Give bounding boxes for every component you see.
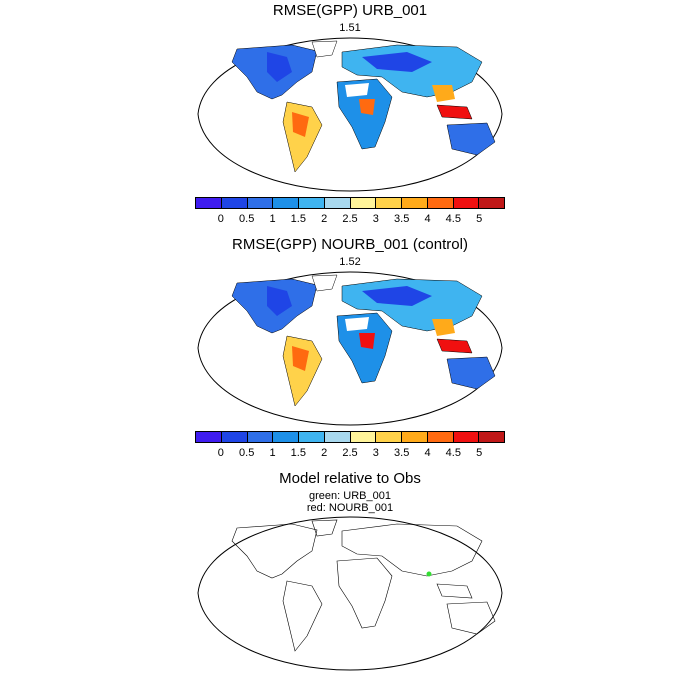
colorbar-swatch — [350, 198, 377, 208]
colorbar-swatch — [247, 432, 274, 442]
colorbar-swatch — [299, 432, 325, 442]
colorbar-swatch — [299, 198, 325, 208]
panel1-global-value: 1.51 — [339, 22, 361, 34]
colorbar-swatch — [273, 198, 299, 208]
colorbar-swatch — [376, 198, 402, 208]
colorbar-swatch — [324, 198, 351, 208]
colorbar-tick-label: 3.5 — [394, 213, 410, 225]
colorbar-swatch — [479, 432, 504, 442]
colorbar-tick-label: 1.5 — [290, 213, 306, 225]
panel3-legend-green: green: URB_001 — [309, 490, 391, 502]
colorbar-swatch — [247, 198, 274, 208]
colorbar-tick-label: 1 — [269, 213, 276, 225]
panel2-global-value: 1.52 — [339, 256, 361, 268]
colorbar-tick-label: 4.5 — [445, 213, 461, 225]
panel1-world-map — [197, 37, 503, 192]
colorbar-tick-label: 5 — [476, 213, 483, 225]
colorbar-tick-label: 1.5 — [290, 447, 306, 459]
map-svg — [197, 37, 503, 192]
colorbar-tick-label: 0.5 — [239, 213, 255, 225]
colorbar-swatch — [453, 198, 480, 208]
colorbar-tick-label: 5 — [476, 447, 483, 459]
colorbar-tick-label: 4 — [424, 447, 431, 459]
panel2-world-map — [197, 271, 503, 426]
colorbar-swatch — [479, 198, 504, 208]
colorbar-swatch — [427, 432, 454, 442]
colorbar-tick-label: 1 — [269, 447, 276, 459]
colorbar-tick-label: 2.5 — [342, 447, 358, 459]
colorbar-swatch — [273, 432, 299, 442]
colorbar-tick-label: 4.5 — [445, 447, 461, 459]
colorbar-swatch — [376, 432, 402, 442]
colorbar-swatch — [221, 198, 248, 208]
colorbar-swatch — [196, 432, 222, 442]
panel2-title: RMSE(GPP) NOURB_001 (control) — [232, 236, 468, 253]
colorbar-1 — [195, 197, 505, 209]
panel3-legend-red: red: NOURB_001 — [306, 502, 394, 514]
colorbar-swatch — [402, 432, 428, 442]
colorbar-tick-label: 2 — [321, 213, 328, 225]
panel3-title: Model relative to Obs — [279, 470, 421, 487]
colorbar-tick-label: 2 — [321, 447, 328, 459]
panel3-world-map — [197, 516, 503, 671]
green-marker — [426, 571, 432, 577]
colorbar-swatch — [453, 432, 480, 442]
map-svg — [197, 271, 503, 426]
colorbar-tick-label: 0 — [217, 447, 224, 459]
colorbar-tick-label: 0 — [217, 213, 224, 225]
colorbar-swatch — [350, 432, 377, 442]
colorbar-tick-label: 2.5 — [342, 213, 358, 225]
colorbar-tick-label: 4 — [424, 213, 431, 225]
map-svg — [197, 516, 503, 671]
colorbar-2 — [195, 431, 505, 443]
colorbar-swatch — [196, 198, 222, 208]
colorbar-1-labels: 0 0.5 1 1.5 2 2.5 3 3.5 4 4.5 5 — [195, 213, 505, 227]
colorbar-tick-label: 3 — [372, 447, 379, 459]
colorbar-tick-label: 3 — [372, 213, 379, 225]
colorbar-swatch — [324, 432, 351, 442]
colorbar-tick-label: 3.5 — [394, 447, 410, 459]
colorbar-swatch — [402, 198, 428, 208]
colorbar-swatch — [221, 432, 248, 442]
panel1-title: RMSE(GPP) URB_001 — [272, 2, 428, 19]
colorbar-2-labels: 0 0.5 1 1.5 2 2.5 3 3.5 4 4.5 5 — [195, 447, 505, 461]
colorbar-swatch — [427, 198, 454, 208]
colorbar-tick-label: 0.5 — [239, 447, 255, 459]
